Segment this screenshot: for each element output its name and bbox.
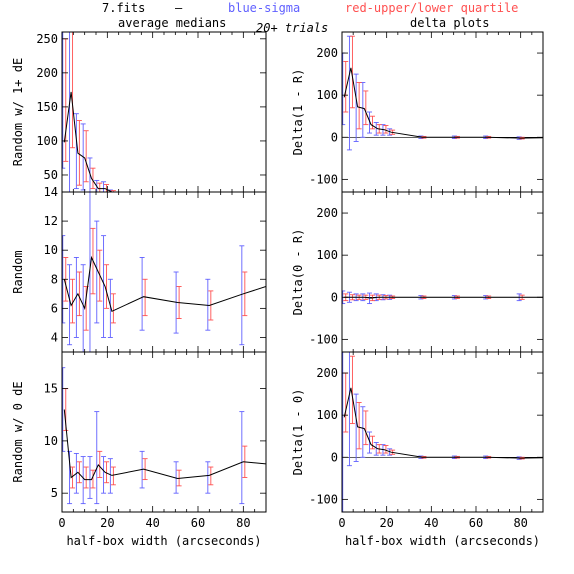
median-line bbox=[344, 296, 543, 299]
panel-p4: -100 0 100 200 Delta(0 - R) bbox=[291, 191, 544, 353]
median-line bbox=[63, 91, 120, 192]
panel-plot-area bbox=[342, 290, 543, 305]
panel-p2: -100 0 100 200 Delta(1 - R) bbox=[291, 31, 544, 193]
y-tick-label: 12 bbox=[44, 214, 58, 228]
y-tick-label: 200 bbox=[316, 366, 338, 380]
y-tick-label: 200 bbox=[36, 66, 58, 80]
column-title-left: average medians bbox=[118, 16, 226, 30]
panel-plot-area bbox=[62, 367, 266, 505]
panel-plot-area bbox=[62, 192, 266, 352]
column-title-right: delta plots bbox=[410, 16, 489, 30]
panel-p5: 5 10 15 0 20 40 60 80 Random w/ 0 dE half-box wid… bbox=[11, 351, 267, 548]
y-axis-label: Delta(1 - 0) bbox=[291, 389, 305, 476]
panel-frame bbox=[341, 191, 544, 353]
y-tick-label: 5 bbox=[51, 486, 58, 500]
x-axis-label: half-box width (arcseconds) bbox=[345, 534, 540, 548]
y-axis-label: Random w/ 1+ dE bbox=[11, 58, 25, 166]
x-tick-label: 20 bbox=[100, 516, 114, 530]
y-tick-label: 100 bbox=[316, 88, 338, 102]
y-tick-label: 100 bbox=[36, 134, 58, 148]
x-tick-label: 60 bbox=[191, 516, 205, 530]
x-tick-label: 80 bbox=[513, 516, 527, 530]
y-tick-label: -100 bbox=[309, 332, 338, 346]
median-line bbox=[343, 387, 543, 459]
y-tick-label: -100 bbox=[309, 492, 338, 506]
legend-red-quartile: red-upper/lower quartile bbox=[345, 1, 518, 15]
median-line bbox=[343, 67, 543, 139]
y-tick-label: 0 bbox=[331, 290, 338, 304]
panel-plot-area bbox=[342, 35, 543, 151]
y-tick-label: 10 bbox=[44, 243, 58, 257]
y-tick-label: 6 bbox=[51, 301, 58, 315]
y-tick-label: 15 bbox=[44, 382, 58, 396]
panel-frame bbox=[341, 351, 544, 513]
x-tick-label: 80 bbox=[236, 516, 250, 530]
median-line bbox=[63, 255, 266, 313]
y-tick-label: 4 bbox=[51, 330, 58, 344]
panel-p3: 4 6 8 10 12 14 Random bbox=[11, 185, 267, 353]
y-axis-label: Delta(0 - R) bbox=[291, 229, 305, 316]
y-axis-label: Delta(1 - R) bbox=[291, 69, 305, 156]
x-axis-label: half-box width (arcseconds) bbox=[66, 534, 261, 548]
header-dash: — bbox=[175, 1, 183, 15]
y-tick-label: 200 bbox=[316, 206, 338, 220]
x-tick-label: 60 bbox=[469, 516, 483, 530]
legend-blue-sigma: blue-sigma bbox=[228, 1, 300, 15]
y-tick-label: 150 bbox=[36, 100, 58, 114]
y-tick-label: -100 bbox=[309, 172, 338, 186]
y-axis-label: Random w/ 0 dE bbox=[11, 381, 25, 482]
panel-plot-area bbox=[342, 352, 543, 512]
panel-p1: 50 100 150 200 250 Random w/ 1+ dE bbox=[11, 31, 267, 193]
header-file: 7.fits bbox=[102, 1, 145, 15]
y-tick-label: 100 bbox=[316, 248, 338, 262]
y-tick-label: 100 bbox=[316, 408, 338, 422]
panel-frame bbox=[341, 31, 544, 193]
x-tick-label: 0 bbox=[58, 516, 65, 530]
panel-plot-area bbox=[62, 32, 120, 192]
x-tick-label: 0 bbox=[338, 516, 345, 530]
y-tick-label: 250 bbox=[36, 32, 58, 46]
y-tick-label: 8 bbox=[51, 272, 58, 286]
y-tick-label: 0 bbox=[331, 450, 338, 464]
trials-label: 20+ trials bbox=[256, 21, 328, 35]
y-tick-label: 200 bbox=[316, 46, 338, 60]
median-line bbox=[63, 409, 266, 481]
y-tick-label: 0 bbox=[331, 130, 338, 144]
y-axis-label: Random bbox=[11, 250, 25, 293]
y-tick-label: 10 bbox=[44, 434, 58, 448]
y-tick-label: 50 bbox=[44, 168, 58, 182]
y-tick-label: 14 bbox=[44, 185, 58, 199]
x-tick-label: 40 bbox=[424, 516, 438, 530]
x-tick-label: 20 bbox=[379, 516, 393, 530]
x-tick-label: 40 bbox=[145, 516, 159, 530]
